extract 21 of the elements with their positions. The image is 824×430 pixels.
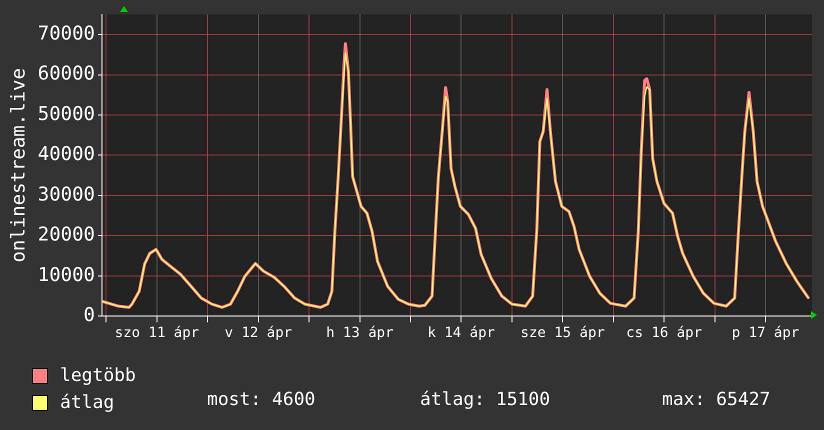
- text: most: 4600: [207, 389, 316, 410]
- x-tick-label: h 13 ápr: [326, 325, 394, 342]
- legend-label: legtöbb: [60, 364, 136, 388]
- y-tick-label: 20000: [38, 224, 95, 246]
- x-tick-label: p 17 ápr: [732, 325, 800, 342]
- x-tick-label: szo 11 ápr: [114, 325, 200, 342]
- y-tick-label: 50000: [38, 102, 95, 125]
- y-tick-label: 70000: [38, 22, 95, 44]
- legend-label: átlag: [60, 391, 114, 415]
- x-tick-label: sze 15 ápr: [520, 325, 605, 342]
- y-tick-label: 60000: [38, 62, 95, 85]
- text: max: 65427: [662, 389, 770, 410]
- y-tick-label: 0: [84, 304, 95, 326]
- x-tick-label: cs 16 ápr: [626, 325, 702, 342]
- y-axis-title: onlinestream.live: [7, 68, 30, 263]
- text: átlag: 15100: [420, 389, 550, 410]
- y-tick-label: 40000: [38, 143, 95, 166]
- y-tick-label: 30000: [38, 183, 95, 206]
- x-tick-label: v 12 ápr: [224, 325, 292, 342]
- y-tick-label: 10000: [38, 264, 95, 286]
- x-tick-label: k 14 ápr: [428, 325, 495, 342]
